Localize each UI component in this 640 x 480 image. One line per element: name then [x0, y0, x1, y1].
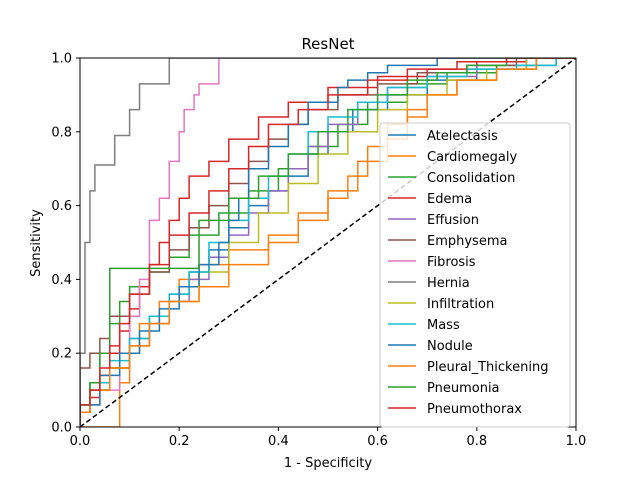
series-line-pneumonia	[80, 58, 576, 427]
legend-label: Atelectasis	[427, 129, 498, 144]
legend-label: Emphysema	[427, 234, 507, 249]
y-tick-label: 0.6	[51, 199, 72, 214]
series-line-pneumothorax	[80, 58, 576, 427]
legend-label: Mass	[427, 318, 460, 333]
plot-area	[80, 58, 576, 427]
legend-label: Pleural_Thickening	[427, 360, 548, 375]
y-tick-label: 0.8	[51, 125, 72, 140]
series-line-pleural-thickening	[80, 58, 576, 427]
x-tick-label: 0.6	[367, 434, 388, 449]
x-tick-label: 0.0	[70, 434, 91, 449]
y-tick-label: 1.0	[51, 52, 72, 67]
x-tick-label: 0.2	[169, 434, 190, 449]
legend-label: Nodule	[427, 339, 473, 354]
x-tick-label: 0.4	[268, 434, 289, 449]
y-tick-label: 0.0	[51, 421, 72, 436]
diagonal-reference-line	[80, 58, 576, 427]
x-tick-label: 1.0	[566, 434, 587, 449]
series-line-hernia	[80, 58, 576, 427]
x-tick-label: 0.8	[466, 434, 487, 449]
y-tick-label: 0.2	[51, 347, 72, 362]
legend-label: Effusion	[427, 213, 479, 228]
legend-label: Fibrosis	[427, 255, 476, 270]
series-line-emphysema	[80, 58, 576, 427]
y-axis-label: Sensitivity	[29, 209, 44, 277]
chart-title: ResNet	[301, 35, 354, 53]
legend-label: Infiltration	[427, 297, 494, 312]
legend-label: Consolidation	[427, 171, 515, 186]
axes: 0.0 0.2 0.4 0.6 0.8 1.0 0.0 0.2 0.4 0.6 0.8 1.0	[51, 52, 586, 450]
legend-label: Pneumonia	[427, 381, 500, 396]
legend-label: Pneumothorax	[427, 402, 522, 417]
x-axis-label: 1 - Specificity	[284, 456, 373, 471]
y-tick-label: 0.4	[51, 273, 72, 288]
legend: Atelectasis Cardiomegaly Consolidation Edem…	[379, 122, 571, 428]
axes-frame	[79, 57, 577, 428]
legend-label: Edema	[427, 192, 472, 207]
legend-label: Hernia	[427, 276, 470, 291]
legend-label: Cardiomegaly	[427, 150, 517, 165]
legend-box	[379, 122, 571, 428]
